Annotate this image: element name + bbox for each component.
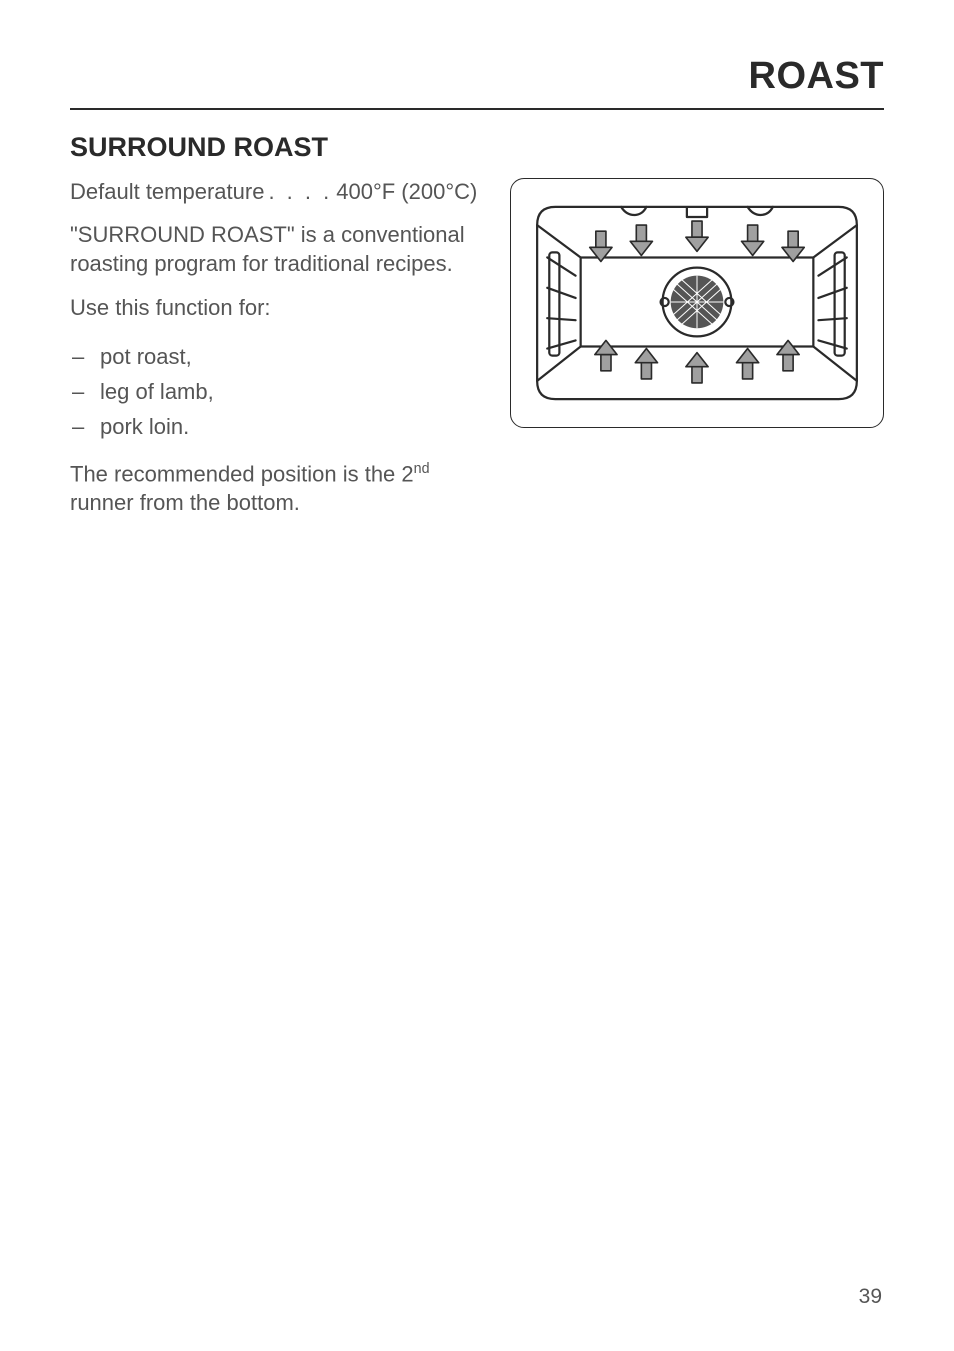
list-item: leg of lamb, xyxy=(70,374,470,409)
right-column xyxy=(510,132,884,534)
page: ROAST SURROUND ROAST Default temperature… xyxy=(0,0,954,1351)
page-header-title: ROAST xyxy=(70,55,884,110)
dotted-leader: . . . . xyxy=(264,179,336,205)
use-list: pot roast, leg of lamb, pork loin. xyxy=(70,339,470,445)
list-item: pork loin. xyxy=(70,409,470,444)
default-temp-value: 400°F (200°C) xyxy=(336,179,477,205)
list-item: pot roast, xyxy=(70,339,470,374)
position-suffix: runner from the bottom. xyxy=(70,490,300,515)
default-temp-label: Default temperature xyxy=(70,179,264,205)
left-column: SURROUND ROAST Default temperature . . .… xyxy=(70,132,470,534)
oven-diagram-frame xyxy=(510,178,884,428)
use-label: Use this function for: xyxy=(70,294,470,323)
default-temp-row: Default temperature . . . . 400°F (200°C… xyxy=(70,179,470,205)
description-text: "SURROUND ROAST" is a conventional roast… xyxy=(70,221,470,278)
position-sup: nd xyxy=(414,461,430,477)
page-number: 39 xyxy=(859,1285,882,1309)
oven-diagram xyxy=(525,193,869,413)
section-title: SURROUND ROAST xyxy=(70,132,470,163)
position-prefix: The recommended position is the 2 xyxy=(70,462,414,487)
position-text: The recommended position is the 2nd runn… xyxy=(70,460,470,518)
content-area: SURROUND ROAST Default temperature . . .… xyxy=(70,132,884,534)
